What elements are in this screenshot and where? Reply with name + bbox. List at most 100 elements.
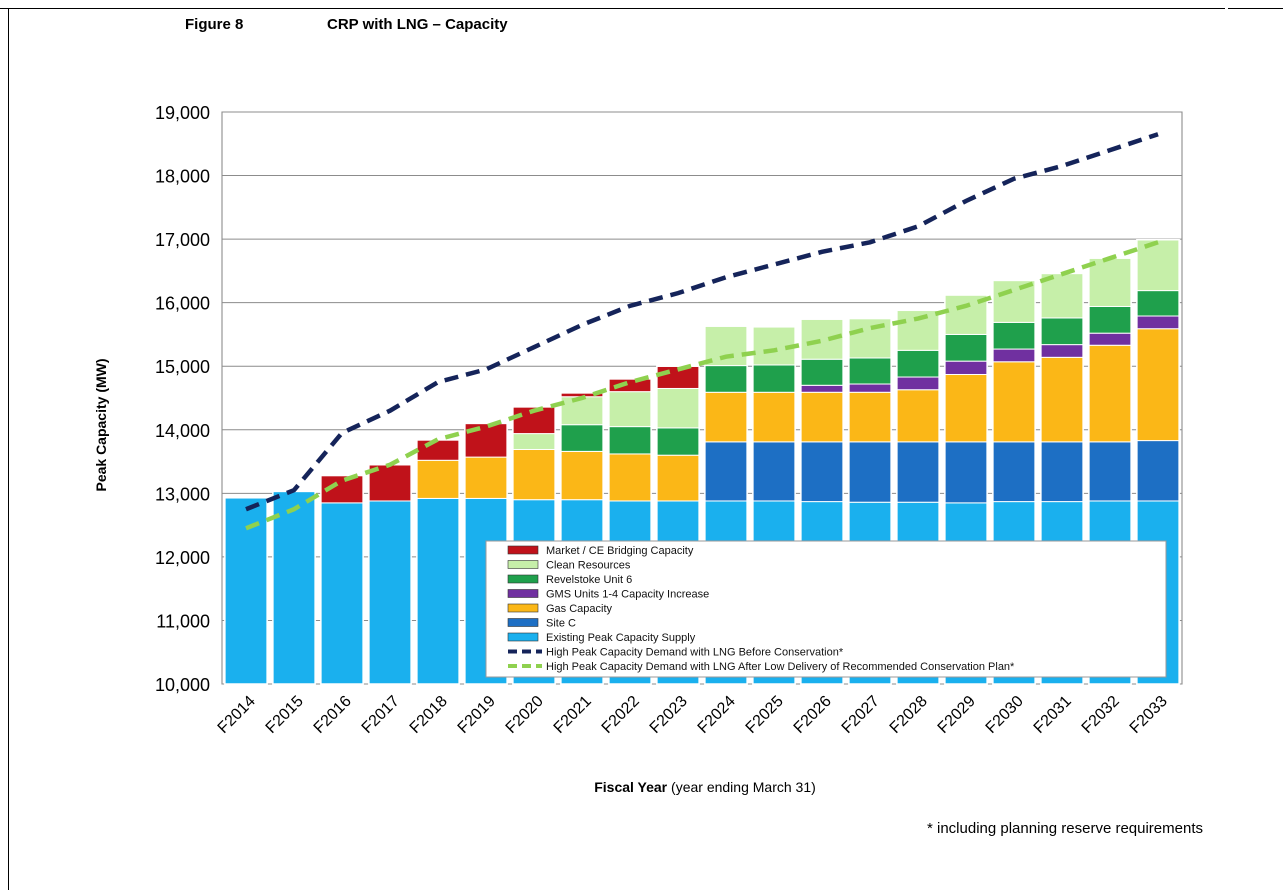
figure-title: CRP with LNG – Capacity <box>327 16 508 33</box>
x-tick-label: F2023 <box>647 693 691 737</box>
bar-segment <box>416 439 460 461</box>
legend-label: Site C <box>546 618 576 630</box>
legend-label: Revelstoke Unit 6 <box>546 574 632 586</box>
bar-segment <box>320 502 364 685</box>
bar-segment <box>704 391 748 443</box>
bar-outline <box>1136 238 1180 685</box>
bar-segment <box>560 450 604 501</box>
bar-outline <box>896 309 940 685</box>
bar-outline <box>848 317 892 685</box>
x-tick-label: F2014 <box>215 693 259 737</box>
x-tick-label: F2016 <box>311 693 355 737</box>
bar-segment <box>1040 344 1084 358</box>
footnote: * including planning reserve requirement… <box>927 820 1203 837</box>
bar-outline <box>320 474 364 685</box>
bar-segment <box>1088 332 1132 346</box>
legend-label: Gas Capacity <box>546 603 613 615</box>
bar-segment <box>656 454 700 502</box>
bar-segment <box>704 441 748 502</box>
bar-segment <box>800 384 844 393</box>
legend-swatch <box>507 589 539 598</box>
bar-segment <box>752 391 796 443</box>
legend-box <box>485 540 1167 678</box>
x-tick-label: F2027 <box>839 693 883 737</box>
bar-segment <box>896 441 940 503</box>
legend-label: GMS Units 1-4 Capacity Increase <box>546 589 709 601</box>
bar-segment <box>1088 305 1132 334</box>
bar-segment <box>1136 290 1180 317</box>
bar-segment <box>800 391 844 443</box>
x-tick-label: F2030 <box>983 693 1027 737</box>
x-tick-label: F2029 <box>935 693 979 737</box>
y-tick-label: 14,000 <box>155 421 210 441</box>
bar-segment <box>416 497 460 685</box>
x-tick-label: F2033 <box>1127 693 1171 737</box>
bar-segment <box>896 389 940 443</box>
bar-segment <box>992 361 1036 443</box>
legend-swatch <box>507 618 539 627</box>
bar-outline <box>560 392 604 685</box>
y-tick-label: 19,000 <box>155 103 210 123</box>
y-tick-label: 18,000 <box>155 167 210 187</box>
legend-label: Market / CE Bridging Capacity <box>546 545 694 557</box>
bar-segment <box>944 333 988 362</box>
legend-label: Existing Peak Capacity Supply <box>546 632 696 644</box>
bar-segment <box>224 497 268 685</box>
legend-layer: Market / CE Bridging Capacity Clean Resou… <box>485 540 1167 678</box>
x-tick-label: F2025 <box>743 693 787 737</box>
bar-segment <box>752 441 796 502</box>
legend-swatch <box>507 560 539 569</box>
bar-segment <box>560 424 604 452</box>
bar-segment <box>272 490 316 685</box>
bar-segment <box>992 441 1036 503</box>
bar-segment <box>1088 257 1132 307</box>
bar-segment <box>560 396 604 426</box>
y-tick-label: 17,000 <box>155 230 210 250</box>
bar-segment <box>800 441 844 503</box>
x-tick-label: F2031 <box>1031 693 1075 737</box>
x-tick-label: F2020 <box>503 693 547 737</box>
x-tick-label: F2018 <box>407 693 451 737</box>
bar-outline <box>800 318 844 685</box>
bar-segment <box>944 360 988 375</box>
bar-segment <box>848 441 892 503</box>
y-axis-label: Peak Capacity (MW) <box>93 358 109 491</box>
x-tick-label: F2017 <box>359 693 403 737</box>
bar-segment <box>848 391 892 443</box>
bar-outline <box>944 294 988 685</box>
bar-segment <box>896 349 940 378</box>
bar-segment <box>416 459 460 499</box>
bar-segment <box>1040 356 1084 443</box>
page-frame-top <box>0 8 1225 9</box>
y-tick-label: 10,000 <box>155 675 210 695</box>
bar-segment <box>368 500 412 685</box>
bar-segment <box>944 373 988 443</box>
bar-outline <box>224 497 268 685</box>
legend-swatch <box>507 545 539 555</box>
bar-segment <box>848 318 892 359</box>
bar-segment <box>512 433 556 450</box>
bar-segment <box>1088 344 1132 443</box>
x-tick-label: F2026 <box>791 693 835 737</box>
bar-segment <box>896 376 940 391</box>
bar-segment <box>464 456 508 499</box>
bar-segment <box>608 391 652 428</box>
legend-swatch <box>507 632 539 642</box>
legend-swatch <box>507 603 539 613</box>
bar-segment <box>992 348 1036 363</box>
x-tick-label: F2032 <box>1079 693 1123 737</box>
x-tick-label: F2024 <box>695 693 739 737</box>
legend-label: High Peak Capacity Demand with LNG Befor… <box>546 647 844 659</box>
y-tick-label: 13,000 <box>155 484 210 504</box>
bar-segment <box>608 426 652 455</box>
bar-outline <box>608 378 652 685</box>
bar-segment <box>656 387 700 429</box>
y-tick-label: 12,000 <box>155 548 210 568</box>
bar-segment <box>992 321 1036 350</box>
figure-number: Figure 8 <box>185 16 244 33</box>
bar-segment <box>800 358 844 386</box>
bar-segment <box>944 441 988 504</box>
bar-segment <box>608 453 652 502</box>
demand-line-after-conservation <box>245 240 1159 531</box>
